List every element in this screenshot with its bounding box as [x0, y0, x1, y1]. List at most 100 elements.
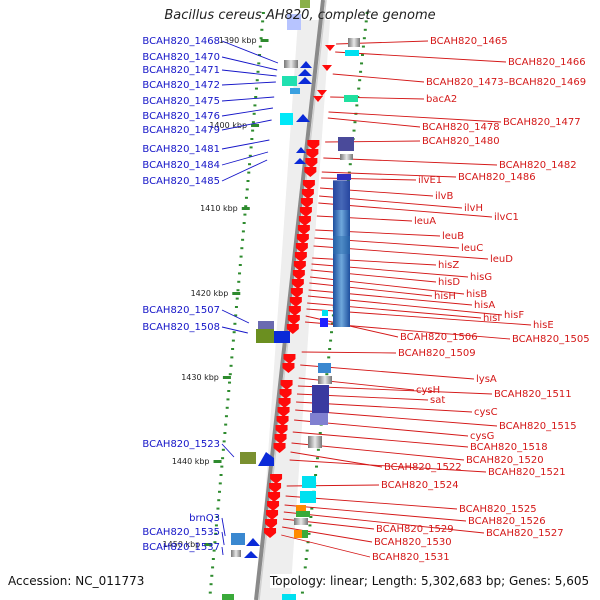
leader-line: [332, 73, 425, 83]
gene-arrow-down: [280, 380, 293, 390]
tick-dot: [243, 213, 247, 216]
tick-dot: [224, 423, 228, 426]
gene-label: BCAH820_1521: [488, 467, 566, 478]
leader-line: [286, 484, 380, 487]
gene-label: hisI: [483, 313, 500, 324]
tick-dot: [221, 448, 225, 451]
gene-arrow-down: [304, 167, 317, 177]
tick-dot: [245, 188, 249, 191]
gene-arrow-down: [290, 288, 303, 298]
tick-dot: [224, 415, 228, 418]
gene-block: [282, 76, 297, 86]
genome-backbone: [254, 0, 325, 600]
tick-dot: [210, 574, 214, 577]
gene-arrow-down: [269, 483, 282, 493]
tick-dot: [213, 541, 217, 544]
gene-block: [284, 60, 298, 68]
gene-arrow-down: [300, 198, 313, 208]
leader-line: [221, 96, 275, 102]
tick-dot: [256, 70, 260, 73]
gene-label: BCAH820_1527: [486, 528, 564, 539]
tick-dot: [261, 12, 265, 14]
tick-dot: [225, 406, 229, 409]
gene-arrow-down: [276, 416, 289, 426]
tick-dot: [241, 238, 245, 241]
tick-dot: [348, 163, 352, 166]
kbp-tick-label: 1440 kbp: [172, 457, 210, 466]
tick-dot: [251, 129, 255, 132]
tick-dot: [228, 373, 232, 376]
tick-dot: [239, 255, 243, 258]
gene-block: [322, 310, 328, 316]
tick-dot: [360, 62, 364, 65]
leader-line: [221, 40, 279, 64]
tick-dot: [231, 348, 235, 350]
gene-arrow-down: [270, 474, 283, 484]
tick-dot: [325, 373, 329, 376]
gene-arrow-up: [258, 452, 274, 466]
gene-label: BCAH820_1520: [466, 455, 544, 466]
gene-arrow-down: [301, 189, 314, 199]
tick-dot: [216, 507, 220, 510]
gene-arrow-up: [298, 77, 312, 84]
gene-block: [280, 113, 293, 125]
leader-line: [284, 504, 467, 522]
gene-block: [302, 530, 308, 538]
gene-block: [338, 137, 354, 151]
gene-arrow-down: [325, 45, 335, 51]
gene-block: [320, 318, 328, 327]
tick-dot: [235, 297, 239, 300]
tick-dot: [241, 230, 245, 233]
tick-dot: [258, 45, 262, 48]
gene-arrow-down: [267, 501, 280, 511]
gene-block: [231, 533, 245, 545]
tick-dot: [305, 549, 309, 552]
gene-arrow-down: [306, 149, 319, 159]
tick-dot: [308, 524, 312, 527]
tick-dot: [327, 356, 331, 359]
tick-dot: [304, 558, 308, 560]
gene-label: BCAH820_1477: [503, 117, 581, 128]
gene-arrow-down: [294, 252, 307, 262]
gene-label: ilvB: [435, 191, 453, 202]
kbp-tick-mark: [204, 543, 213, 546]
gene-block: [256, 329, 274, 343]
gene-arrow-down: [299, 207, 312, 217]
gene-block: [318, 363, 331, 373]
leader-line: [221, 139, 270, 150]
tick-dot: [330, 322, 334, 325]
tick-dot: [248, 163, 252, 166]
gene-label: BCAH820_1506: [400, 332, 478, 343]
gene-label: BCAH820_1484: [142, 160, 220, 171]
tick-dot: [259, 37, 263, 40]
tick-dot: [215, 516, 219, 518]
gene-label: hisE: [533, 320, 554, 331]
tick-dot: [306, 541, 310, 544]
gene-block: [348, 38, 360, 47]
gene-label: BCAH820_1468: [142, 36, 220, 47]
gene-label: BCAH820_1505: [512, 334, 590, 345]
tick-dot: [234, 314, 238, 317]
gene-label: sat: [430, 395, 445, 406]
gene-arrow-down: [265, 519, 278, 529]
gene-block: [300, 0, 310, 8]
tick-dot: [359, 70, 363, 73]
gene-label: hisD: [438, 277, 460, 288]
tick-dot: [364, 20, 368, 23]
tick-dot: [329, 339, 333, 342]
tick-dot: [209, 583, 213, 586]
gene-block: [294, 518, 308, 525]
tick-dot: [233, 322, 237, 325]
tick-dot: [234, 306, 238, 308]
tick-dot: [232, 331, 236, 334]
tick-dot: [219, 474, 223, 476]
gene-arrow-down: [264, 528, 277, 538]
gene-label: lysA: [476, 374, 497, 385]
gene-block: [294, 530, 302, 538]
tick-dot: [255, 79, 259, 82]
gene-block: [287, 14, 301, 30]
gene-label: ilvE1: [418, 175, 442, 186]
tick-dot: [212, 549, 216, 552]
gene-block: [310, 413, 328, 425]
gene-label: leuB: [442, 231, 464, 242]
